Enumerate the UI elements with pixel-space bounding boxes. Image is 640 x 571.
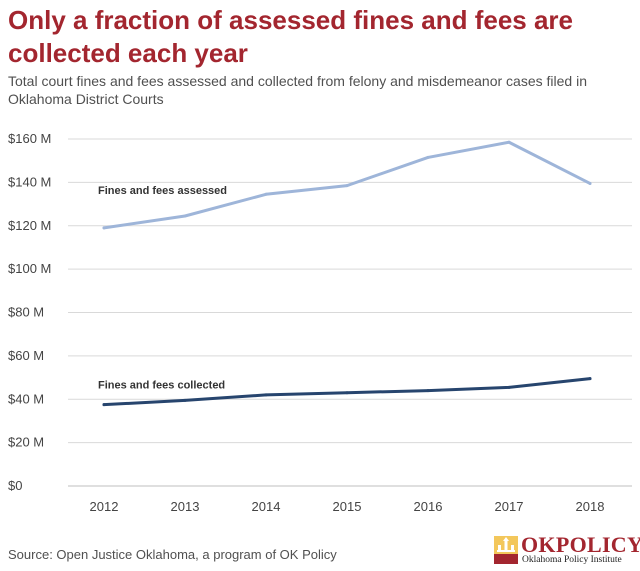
data-point xyxy=(183,214,187,218)
y-tick-label: $140 M xyxy=(8,174,51,189)
y-tick-label: $0 xyxy=(8,478,22,493)
data-point xyxy=(426,389,430,393)
series-label: Fines and fees collected xyxy=(98,380,225,392)
y-tick-label: $20 M xyxy=(8,435,44,450)
logo-tagline: Oklahoma Policy Institute xyxy=(522,555,622,565)
ok-policy-logo: OKPOLICY Oklahoma Policy Institute xyxy=(494,532,640,568)
data-point xyxy=(345,184,349,188)
data-point xyxy=(102,226,106,230)
x-tick-label: 2013 xyxy=(171,499,200,514)
y-tick-label: $160 M xyxy=(8,131,51,146)
data-point xyxy=(507,140,511,144)
x-tick-label: 2012 xyxy=(90,499,119,514)
x-tick-label: 2016 xyxy=(414,499,443,514)
data-point xyxy=(102,403,106,407)
data-point xyxy=(507,385,511,389)
source-note: Source: Open Justice Oklahoma, a program… xyxy=(8,547,337,562)
data-point xyxy=(264,192,268,196)
chart-title: Only a fraction of assessed fines and fe… xyxy=(8,5,574,68)
ok-policy-logo-icon xyxy=(494,536,518,564)
y-tick-label: $120 M xyxy=(8,218,51,233)
y-tick-label: $60 M xyxy=(8,348,44,363)
series-label: Fines and fees assessed xyxy=(98,185,227,197)
x-tick-label: 2014 xyxy=(252,499,281,514)
logo-wordmark: OKPOLICY xyxy=(521,532,640,557)
data-point xyxy=(264,393,268,397)
data-point xyxy=(345,391,349,395)
y-tick-label: $40 M xyxy=(8,391,44,406)
y-tick-label: $100 M xyxy=(8,261,51,276)
data-point xyxy=(426,155,430,159)
y-tick-label: $80 M xyxy=(8,305,44,320)
x-tick-label: 2017 xyxy=(495,499,524,514)
x-tick-label: 2018 xyxy=(576,499,605,514)
chart-subtitle: Total court fines and fees assessed and … xyxy=(8,73,587,107)
data-point xyxy=(183,398,187,402)
data-point xyxy=(588,377,592,381)
x-tick-label: 2015 xyxy=(333,499,362,514)
data-point xyxy=(588,181,592,185)
